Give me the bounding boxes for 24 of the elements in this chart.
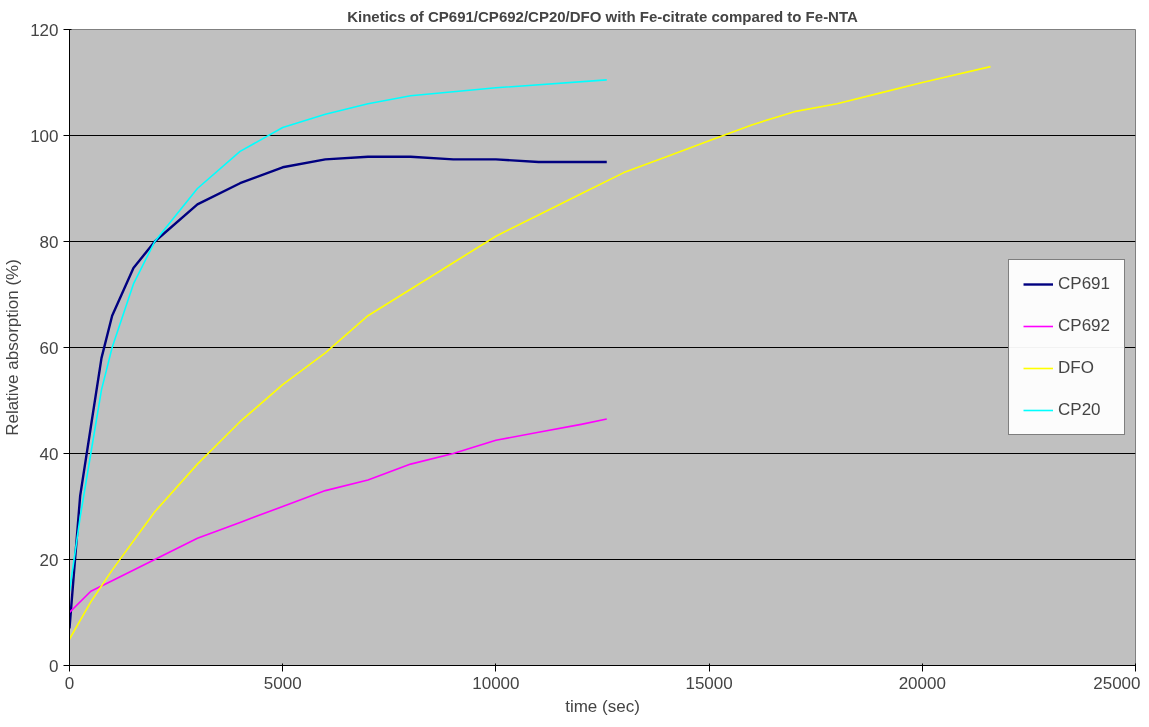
x-tick-label: 5000 — [263, 673, 302, 693]
y-tick-label: 0 — [49, 656, 59, 676]
x-axis-title: time (sec) — [565, 696, 640, 716]
y-tick-label: 60 — [39, 338, 59, 358]
y-tick-label: 80 — [39, 232, 59, 252]
line-series — [69, 155, 608, 630]
y-tick-label: 100 — [30, 126, 59, 146]
x-tick-label: 10000 — [472, 673, 520, 693]
legend-label: CP20 — [1058, 400, 1101, 420]
y-tick-label: 20 — [39, 550, 59, 570]
x-tick-label: 25000 — [1093, 673, 1141, 693]
y-tick-label: 120 — [30, 20, 59, 40]
line-series — [69, 65, 992, 640]
x-tick-label: 15000 — [685, 673, 733, 693]
chart-title: Kinetics of CP691/CP692/CP20/DFO with Fe-citrate compared to Fe-NTA — [347, 7, 858, 25]
legend-label: CP692 — [1058, 316, 1110, 336]
legend-label: DFO — [1058, 358, 1094, 378]
x-tick-label: 0 — [64, 673, 75, 693]
y-axis-title: Relative absorption (%) — [3, 259, 23, 436]
line-series — [69, 418, 608, 614]
x-tick-label: 20000 — [898, 673, 946, 693]
y-tick-label: 40 — [39, 444, 59, 464]
line-series — [69, 79, 608, 593]
legend-label: CP691 — [1058, 274, 1110, 294]
